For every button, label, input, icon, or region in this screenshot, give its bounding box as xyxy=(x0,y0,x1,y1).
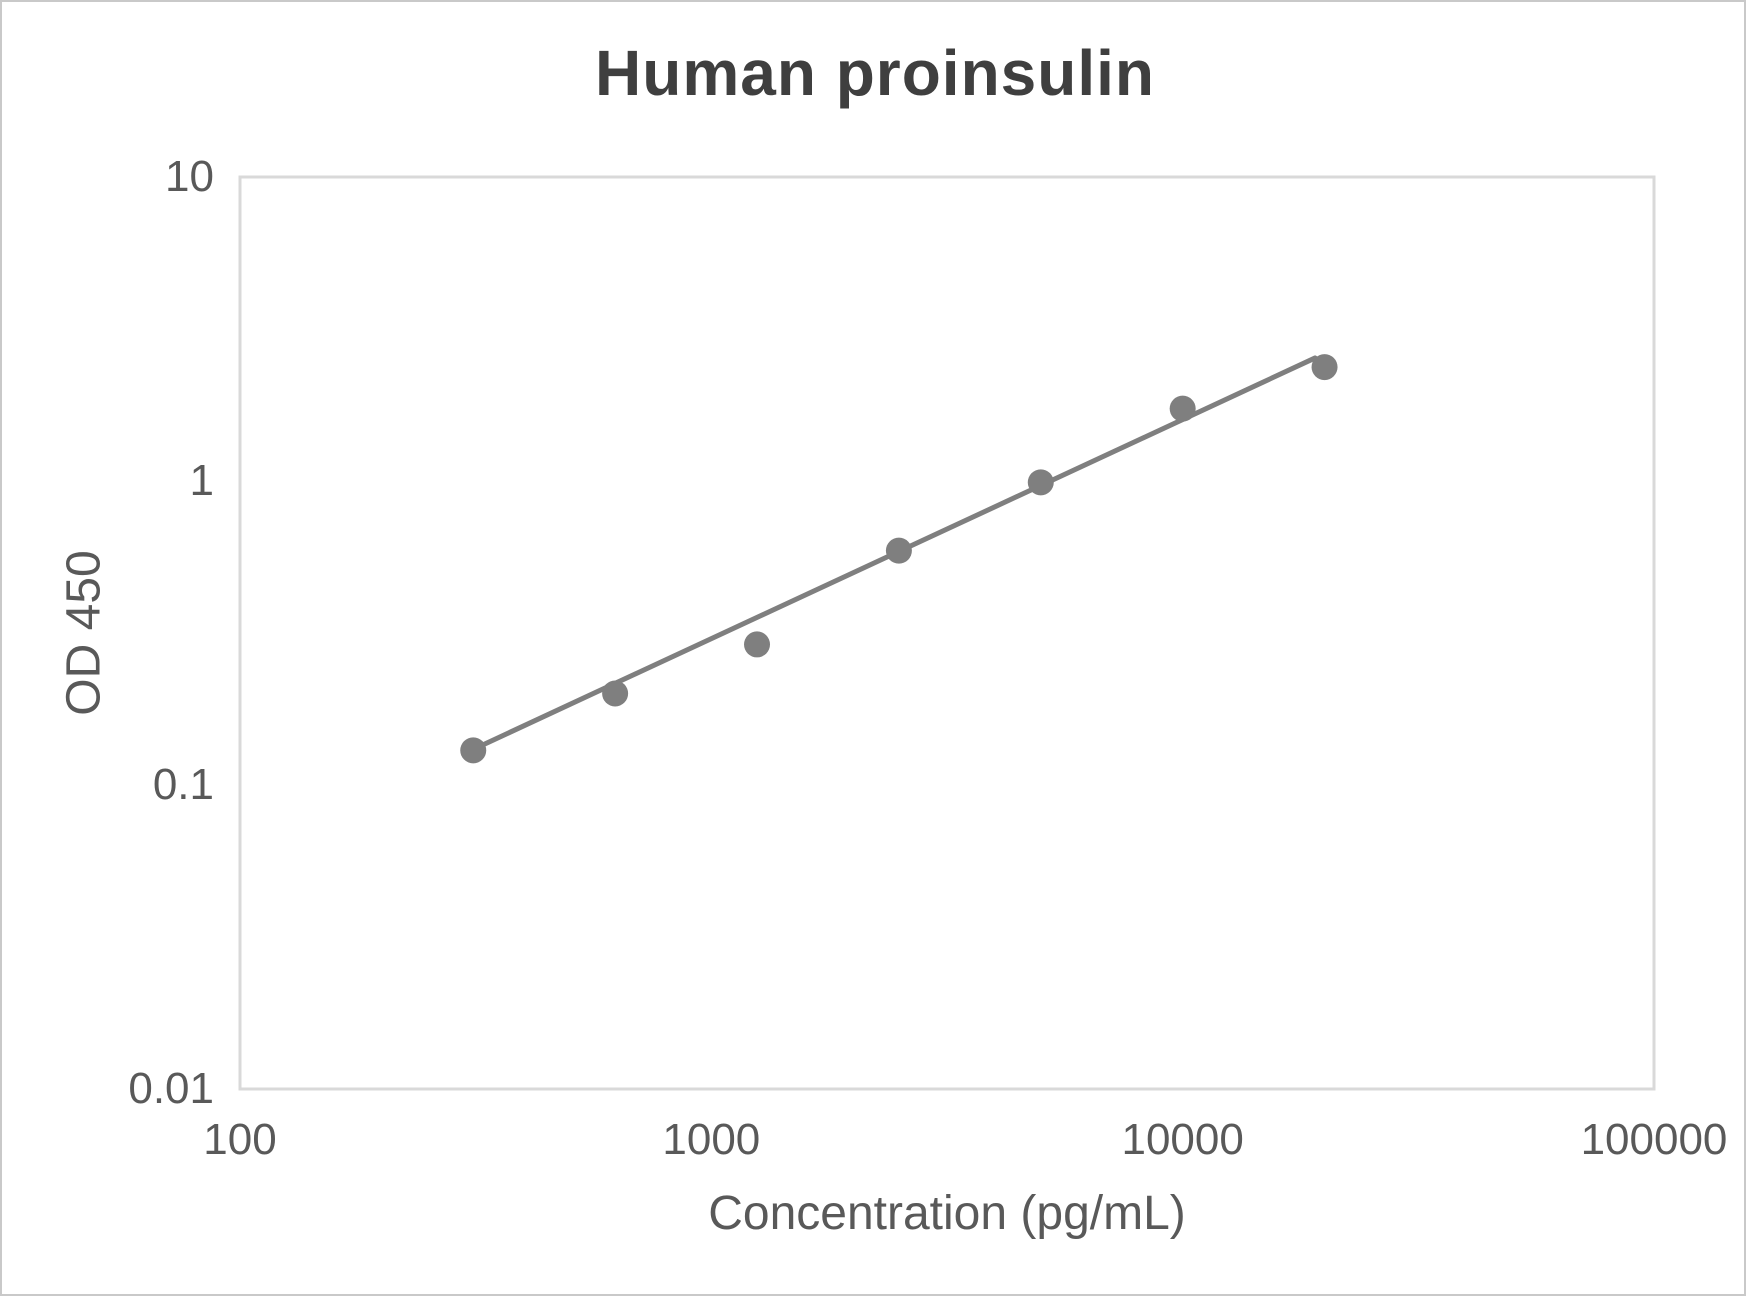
data-point-marker xyxy=(1027,469,1054,496)
plot-border xyxy=(238,175,1656,1091)
y-axis-tick-label: 0.1 xyxy=(152,760,214,809)
data-point-marker xyxy=(460,737,487,764)
data-point-marker xyxy=(1311,354,1338,381)
data-point-marker xyxy=(744,631,771,658)
y-axis-tick-label: 10 xyxy=(165,152,214,201)
x-axis-tick-label: 100 xyxy=(203,1115,277,1164)
x-axis-title: Concentration (pg/mL) xyxy=(708,1187,1186,1240)
y-axis-tick-label: 1 xyxy=(189,456,214,505)
data-point-marker xyxy=(602,680,629,707)
x-axis-tick-label: 100000 xyxy=(1580,1115,1728,1164)
data-point-marker xyxy=(885,537,912,564)
data-point-marker xyxy=(1169,395,1196,422)
x-axis-tick-label: 1000 xyxy=(662,1115,761,1164)
x-axis-tick-label: 10000 xyxy=(1121,1115,1244,1164)
y-axis-title: OD 450 xyxy=(57,550,111,716)
y-axis-tick-label: 0.01 xyxy=(128,1064,214,1113)
chart-title: Human proinsulin xyxy=(595,37,1155,109)
